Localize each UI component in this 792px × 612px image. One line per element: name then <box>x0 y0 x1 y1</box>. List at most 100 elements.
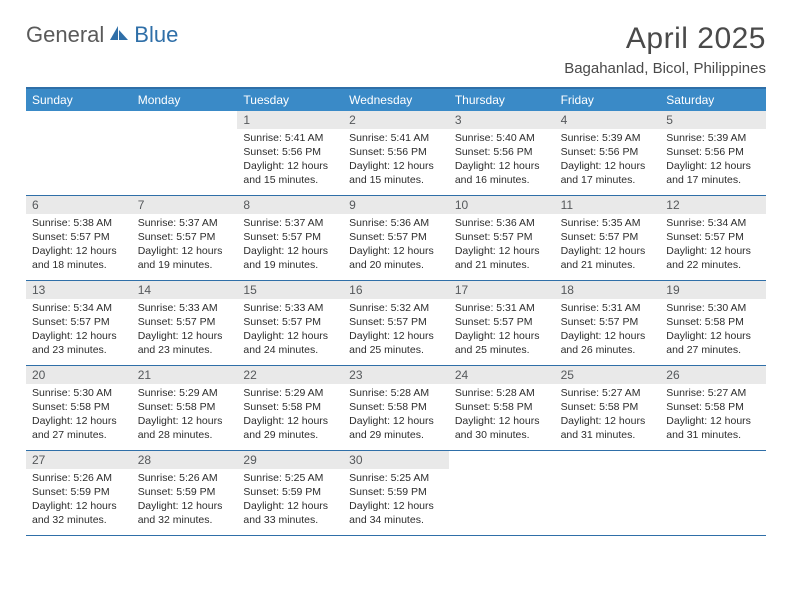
info-line: and 29 minutes. <box>349 429 443 443</box>
day-info: Sunrise: 5:36 AMSunset: 5:57 PMDaylight:… <box>343 214 449 272</box>
calendar-page: General Blue April 2025 Bagahanlad, Bico… <box>0 0 792 546</box>
info-line: Sunrise: 5:39 AM <box>666 132 760 146</box>
day-info: Sunrise: 5:33 AMSunset: 5:57 PMDaylight:… <box>237 299 343 357</box>
info-line: Sunset: 5:58 PM <box>455 401 549 415</box>
info-line: Sunset: 5:58 PM <box>243 401 337 415</box>
day-cell: 26Sunrise: 5:27 AMSunset: 5:58 PMDayligh… <box>660 366 766 450</box>
info-line: and 27 minutes. <box>32 429 126 443</box>
info-line: Daylight: 12 hours <box>243 245 337 259</box>
day-number: 8 <box>237 196 343 214</box>
info-line: Sunset: 5:57 PM <box>32 231 126 245</box>
day-info: Sunrise: 5:39 AMSunset: 5:56 PMDaylight:… <box>555 129 661 187</box>
weekday-header: Sunday <box>26 89 132 111</box>
calendar-grid: Sunday Monday Tuesday Wednesday Thursday… <box>26 87 766 536</box>
day-info: Sunrise: 5:30 AMSunset: 5:58 PMDaylight:… <box>660 299 766 357</box>
info-line: and 33 minutes. <box>243 514 337 528</box>
info-line: Daylight: 12 hours <box>349 330 443 344</box>
info-line: Daylight: 12 hours <box>666 160 760 174</box>
day-cell: 14Sunrise: 5:33 AMSunset: 5:57 PMDayligh… <box>132 281 238 365</box>
info-line: Sunset: 5:57 PM <box>349 316 443 330</box>
day-number: 19 <box>660 281 766 299</box>
day-number: 7 <box>132 196 238 214</box>
info-line: Sunrise: 5:37 AM <box>243 217 337 231</box>
info-line: Daylight: 12 hours <box>455 245 549 259</box>
brand-logo: General Blue <box>26 22 178 48</box>
week-row: 6Sunrise: 5:38 AMSunset: 5:57 PMDaylight… <box>26 196 766 281</box>
day-number: 3 <box>449 111 555 129</box>
info-line: and 31 minutes. <box>561 429 655 443</box>
info-line: Daylight: 12 hours <box>561 330 655 344</box>
day-info: Sunrise: 5:26 AMSunset: 5:59 PMDaylight:… <box>26 469 132 527</box>
month-title: April 2025 <box>564 22 766 56</box>
day-info: Sunrise: 5:27 AMSunset: 5:58 PMDaylight:… <box>555 384 661 442</box>
day-number: 27 <box>26 451 132 469</box>
info-line: Sunrise: 5:29 AM <box>138 387 232 401</box>
day-info: Sunrise: 5:28 AMSunset: 5:58 PMDaylight:… <box>343 384 449 442</box>
info-line: Sunrise: 5:26 AM <box>32 472 126 486</box>
day-info: Sunrise: 5:37 AMSunset: 5:57 PMDaylight:… <box>237 214 343 272</box>
info-line: and 19 minutes. <box>243 259 337 273</box>
day-number: 15 <box>237 281 343 299</box>
info-line: Sunrise: 5:28 AM <box>349 387 443 401</box>
info-line: Sunrise: 5:34 AM <box>32 302 126 316</box>
info-line: Sunset: 5:59 PM <box>243 486 337 500</box>
info-line: Sunrise: 5:29 AM <box>243 387 337 401</box>
info-line: Daylight: 12 hours <box>455 160 549 174</box>
day-info: Sunrise: 5:41 AMSunset: 5:56 PMDaylight:… <box>237 129 343 187</box>
info-line: and 17 minutes. <box>666 174 760 188</box>
header: General Blue April 2025 Bagahanlad, Bico… <box>26 22 766 77</box>
weekday-header: Wednesday <box>343 89 449 111</box>
day-cell: 13Sunrise: 5:34 AMSunset: 5:57 PMDayligh… <box>26 281 132 365</box>
info-line: Sunset: 5:56 PM <box>666 146 760 160</box>
day-info: Sunrise: 5:35 AMSunset: 5:57 PMDaylight:… <box>555 214 661 272</box>
info-line: Sunset: 5:59 PM <box>32 486 126 500</box>
weekday-header: Thursday <box>449 89 555 111</box>
info-line: Daylight: 12 hours <box>138 415 232 429</box>
info-line: and 23 minutes. <box>32 344 126 358</box>
info-line: Sunset: 5:57 PM <box>243 231 337 245</box>
week-row: 13Sunrise: 5:34 AMSunset: 5:57 PMDayligh… <box>26 281 766 366</box>
info-line: Daylight: 12 hours <box>138 330 232 344</box>
info-line: Sunset: 5:57 PM <box>349 231 443 245</box>
day-info: Sunrise: 5:34 AMSunset: 5:57 PMDaylight:… <box>660 214 766 272</box>
day-info: Sunrise: 5:34 AMSunset: 5:57 PMDaylight:… <box>26 299 132 357</box>
info-line: Sunset: 5:56 PM <box>561 146 655 160</box>
info-line: Sunset: 5:58 PM <box>666 316 760 330</box>
info-line: Sunrise: 5:34 AM <box>666 217 760 231</box>
day-number: 12 <box>660 196 766 214</box>
info-line: and 25 minutes. <box>455 344 549 358</box>
info-line: Sunset: 5:56 PM <box>349 146 443 160</box>
day-info: Sunrise: 5:38 AMSunset: 5:57 PMDaylight:… <box>26 214 132 272</box>
info-line: and 21 minutes. <box>455 259 549 273</box>
day-cell: 7Sunrise: 5:37 AMSunset: 5:57 PMDaylight… <box>132 196 238 280</box>
week-row: 20Sunrise: 5:30 AMSunset: 5:58 PMDayligh… <box>26 366 766 451</box>
info-line: Sunset: 5:56 PM <box>455 146 549 160</box>
info-line: Sunrise: 5:25 AM <box>243 472 337 486</box>
weekday-header: Tuesday <box>237 89 343 111</box>
info-line: and 22 minutes. <box>666 259 760 273</box>
info-line: and 27 minutes. <box>666 344 760 358</box>
info-line: Sunrise: 5:31 AM <box>561 302 655 316</box>
title-block: April 2025 Bagahanlad, Bicol, Philippine… <box>564 22 766 77</box>
info-line: Sunset: 5:57 PM <box>455 316 549 330</box>
week-row: 1Sunrise: 5:41 AMSunset: 5:56 PMDaylight… <box>26 111 766 196</box>
weekday-header-row: Sunday Monday Tuesday Wednesday Thursday… <box>26 89 766 111</box>
day-cell: 27Sunrise: 5:26 AMSunset: 5:59 PMDayligh… <box>26 451 132 535</box>
info-line: Sunrise: 5:41 AM <box>349 132 443 146</box>
empty-cell <box>132 111 238 195</box>
day-cell: 2Sunrise: 5:41 AMSunset: 5:56 PMDaylight… <box>343 111 449 195</box>
info-line: and 24 minutes. <box>243 344 337 358</box>
info-line: and 26 minutes. <box>561 344 655 358</box>
info-line: Sunrise: 5:30 AM <box>32 387 126 401</box>
info-line: Daylight: 12 hours <box>666 330 760 344</box>
day-info: Sunrise: 5:27 AMSunset: 5:58 PMDaylight:… <box>660 384 766 442</box>
info-line: Daylight: 12 hours <box>455 330 549 344</box>
day-info: Sunrise: 5:33 AMSunset: 5:57 PMDaylight:… <box>132 299 238 357</box>
day-number: 14 <box>132 281 238 299</box>
info-line: and 31 minutes. <box>666 429 760 443</box>
day-cell: 5Sunrise: 5:39 AMSunset: 5:56 PMDaylight… <box>660 111 766 195</box>
info-line: Daylight: 12 hours <box>138 245 232 259</box>
day-number: 28 <box>132 451 238 469</box>
day-number: 6 <box>26 196 132 214</box>
info-line: Daylight: 12 hours <box>243 500 337 514</box>
